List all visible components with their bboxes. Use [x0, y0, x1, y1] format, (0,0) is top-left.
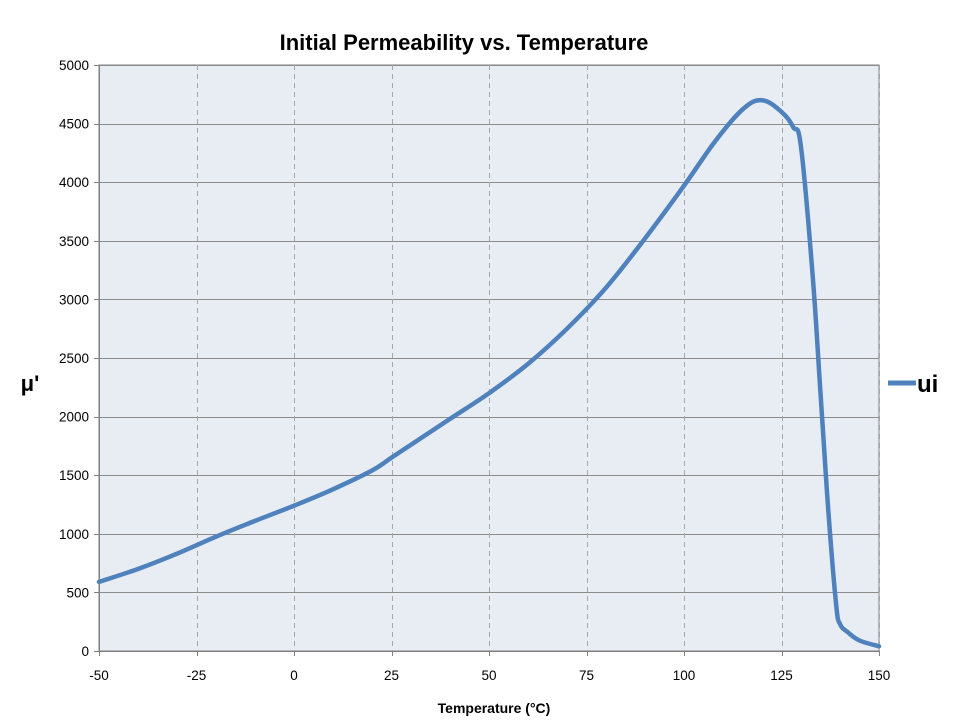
x-axis-title: Temperature (°C)	[438, 700, 551, 716]
y-tick-label: 1000	[59, 527, 89, 542]
y-tick-label: 3000	[59, 292, 89, 307]
y-tick-label: 5000	[59, 58, 89, 73]
y-tick-label: 0	[81, 644, 89, 659]
x-tick-label: 50	[481, 668, 496, 683]
y-tick-label: 4000	[59, 175, 89, 190]
series-lines	[96, 97, 882, 649]
x-tick-label: 125	[770, 668, 793, 683]
y-tick-label: 4500	[59, 117, 89, 132]
x-tick-label: 75	[579, 668, 594, 683]
y-tick-label: 2500	[59, 351, 89, 366]
x-tick-label: 100	[673, 668, 696, 683]
y-axis-title: μ'	[21, 371, 40, 396]
x-tick-label: 0	[290, 668, 298, 683]
y-tick-label: 1500	[59, 468, 89, 483]
x-tick-label: -50	[89, 668, 109, 683]
series-line-ui	[96, 97, 882, 649]
y-tick-label: 2000	[59, 410, 89, 425]
x-tick-label: 150	[868, 668, 891, 683]
grid-lines	[94, 65, 880, 656]
x-tick-label: -25	[187, 668, 207, 683]
y-tick-label: 3500	[59, 234, 89, 249]
legend: ui	[888, 371, 938, 398]
x-tick-label: 25	[384, 668, 399, 683]
axis-tick-labels: 0500100015002000250030003500400045005000…	[59, 58, 890, 683]
legend-label-ui: ui	[917, 371, 938, 398]
chart-title: Initial Permeability vs. Temperature	[280, 30, 649, 55]
y-tick-label: 500	[66, 585, 89, 600]
